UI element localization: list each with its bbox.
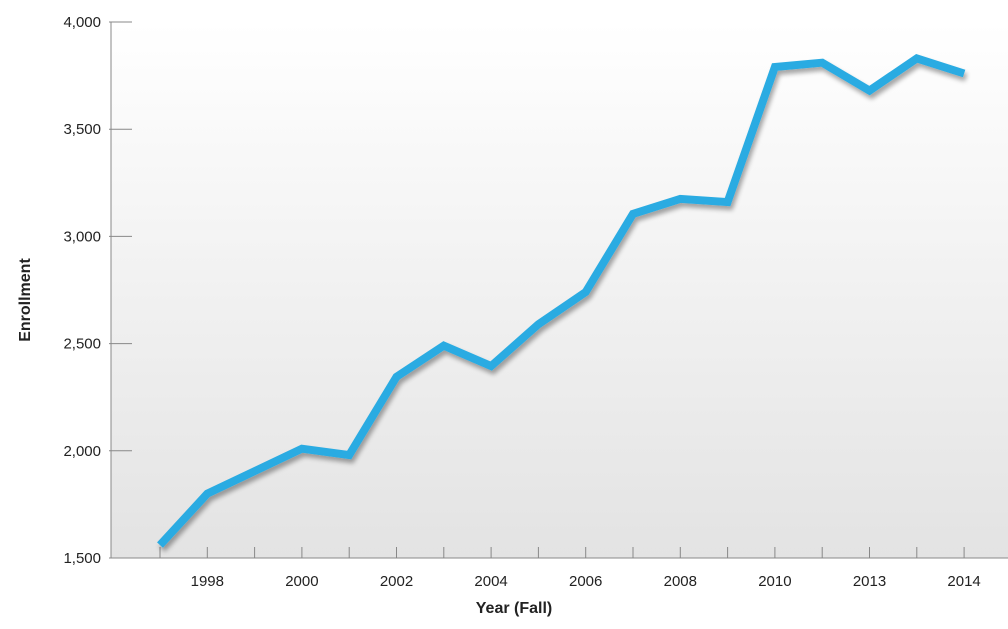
x-tick-label: 2002 — [380, 573, 413, 590]
y-tick-label: 2,000 — [63, 443, 101, 460]
x-tick-label: 2013 — [853, 573, 886, 590]
y-axis-title: Enrollment — [17, 258, 34, 342]
series-layer — [157, 53, 966, 548]
y-tick-label: 3,500 — [63, 121, 101, 138]
x-tick-label: 2006 — [569, 573, 602, 590]
x-tick-label: 1998 — [191, 573, 224, 590]
y-tick-label: 1,500 — [63, 550, 101, 567]
x-tick-label: 2008 — [664, 573, 697, 590]
enrollment-series-line — [157, 53, 966, 548]
x-tick-label: 2004 — [474, 573, 507, 590]
x-tick-label: 2010 — [758, 573, 791, 590]
y-axis: 1,500 2,000 2,500 3,000 3,500 4,000 — [63, 14, 132, 567]
y-tick-label: 4,000 — [63, 14, 101, 31]
x-axis-title: Year (Fall) — [476, 600, 552, 617]
x-tick-label: 2014 — [947, 573, 980, 590]
y-tick-label: 3,000 — [63, 228, 101, 245]
x-axis: 1998 2000 2002 2004 2006 2008 2010 2013 2014 — [111, 547, 1008, 590]
x-tick-label: 2000 — [285, 573, 318, 590]
y-tick-label: 2,500 — [63, 336, 101, 353]
